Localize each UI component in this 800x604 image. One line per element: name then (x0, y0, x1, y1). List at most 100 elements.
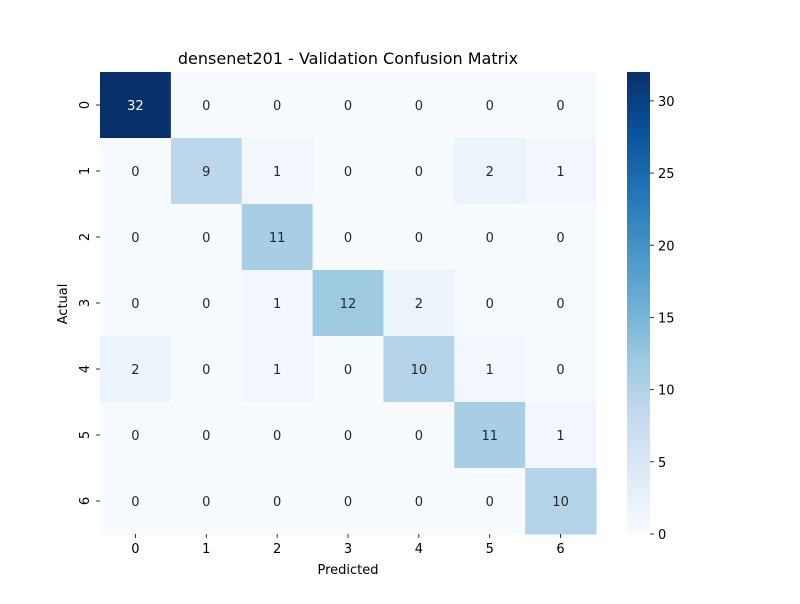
heatmap-cell (100, 402, 172, 469)
cell-value-label: 2 (486, 165, 494, 180)
cell-value-label: 0 (415, 429, 423, 444)
cell-value-label: 0 (556, 99, 564, 114)
colorbar-tick-label: 10 (658, 384, 675, 399)
heatmap-cell (383, 138, 455, 205)
heatmap-cell (241, 72, 314, 139)
heatmap-cell (312, 402, 384, 469)
heatmap-cell (312, 204, 384, 271)
cell-value-label: 1 (556, 165, 564, 180)
cell-value-label: 10 (552, 495, 569, 510)
heatmap-cell (525, 402, 597, 469)
colorbar-tick-label: 20 (658, 239, 675, 254)
heatmap-cell (525, 270, 597, 337)
y-tick-label: 4 (78, 365, 93, 373)
heatmap-cell (454, 138, 526, 205)
y-axis-ticks: 0 1 2 3 4 5 6 (78, 101, 100, 505)
heatmap-cell (383, 402, 455, 469)
colorbar-tick-label: 0 (658, 528, 666, 543)
heatmap-cell (454, 402, 526, 469)
heatmap-cell (383, 72, 455, 139)
heatmap-cell (525, 468, 597, 535)
cell-value-label: 0 (202, 231, 210, 246)
cell-value-label: 1 (556, 429, 564, 444)
colorbar-tick-label: 5 (658, 456, 666, 471)
heatmap-cell (312, 138, 384, 205)
cell-value-label: 0 (131, 231, 139, 246)
cell-value-label: 0 (202, 297, 210, 312)
heatmap-cell (170, 402, 243, 469)
heatmap-cell (241, 468, 314, 535)
cell-value-label: 2 (415, 297, 423, 312)
heatmap-cell (170, 270, 243, 337)
colorbar-tick-label: 25 (658, 167, 675, 182)
cell-value-label: 0 (202, 363, 210, 378)
heatmap-cell (100, 72, 172, 139)
cell-value-label: 0 (344, 363, 352, 378)
x-tick-label: 4 (415, 542, 423, 557)
colorbar-ticks: 0 5 10 15 20 25 30 (650, 95, 675, 543)
heatmap-cell (525, 204, 597, 271)
heatmap-cell (454, 72, 526, 139)
heatmap-cell (100, 204, 172, 271)
cell-value-label: 0 (202, 495, 210, 510)
heatmap-cell (170, 72, 243, 139)
y-axis-label: Actual (56, 284, 71, 325)
cell-value-label: 32 (127, 99, 144, 114)
heatmap-cell (383, 336, 455, 403)
cell-value-label: 0 (273, 429, 281, 444)
heatmap-cell (383, 204, 455, 271)
cell-value-label: 0 (415, 231, 423, 246)
cell-value-label: 0 (344, 495, 352, 510)
chart-title: densenet201 - Validation Confusion Matri… (178, 49, 518, 68)
x-tick-label: 5 (486, 542, 494, 557)
cell-value-label: 0 (415, 165, 423, 180)
cell-value-label: 0 (415, 99, 423, 114)
heatmap-cell (525, 336, 597, 403)
heatmap-cell (100, 468, 172, 535)
y-tick-label: 6 (78, 497, 93, 505)
cell-value-label: 0 (273, 99, 281, 114)
cell-value-label: 0 (131, 429, 139, 444)
cell-value-label: 0 (344, 165, 352, 180)
cell-value-label: 0 (556, 231, 564, 246)
x-tick-label: 3 (344, 542, 352, 557)
cell-value-label: 0 (344, 429, 352, 444)
cell-value-label: 0 (556, 297, 564, 312)
cell-value-label: 0 (344, 231, 352, 246)
cell-value-label: 0 (486, 297, 494, 312)
heatmap-cell (454, 270, 526, 337)
heatmap-cell (170, 204, 243, 271)
heatmap-cell (312, 270, 384, 337)
cell-value-label: 0 (202, 429, 210, 444)
x-tick-label: 1 (202, 542, 210, 557)
x-tick-label: 2 (273, 542, 281, 557)
heatmap-cell (454, 204, 526, 271)
y-tick-label: 5 (78, 431, 93, 439)
x-axis-label: Predicted (317, 563, 378, 578)
cell-value-label: 1 (273, 165, 281, 180)
heatmap-cell (312, 468, 384, 535)
heatmap-cell (241, 138, 314, 205)
cell-value-label: 1 (273, 363, 281, 378)
heatmap-cell (100, 138, 172, 205)
x-axis-ticks: 0 1 2 3 4 5 6 (131, 534, 565, 557)
cell-value-label: 0 (486, 495, 494, 510)
x-tick-label: 0 (131, 542, 139, 557)
y-tick-label: 0 (78, 101, 93, 109)
cell-value-label: 9 (202, 165, 210, 180)
y-tick-label: 1 (78, 167, 93, 175)
cell-value-label: 10 (411, 363, 428, 378)
heatmap-cell (241, 270, 314, 337)
cell-value-label: 0 (202, 99, 210, 114)
heatmap-cell (454, 336, 526, 403)
x-tick-label: 6 (556, 542, 564, 557)
heatmap-cell (100, 336, 172, 403)
cell-value-label: 2 (131, 363, 139, 378)
heatmap-cell (170, 468, 243, 535)
colorbar-tick-label: 15 (658, 311, 675, 326)
cell-value-label: 0 (131, 495, 139, 510)
cell-value-label: 12 (340, 297, 357, 312)
cell-value-label: 0 (556, 363, 564, 378)
colorbar-tick-label: 30 (658, 95, 675, 110)
